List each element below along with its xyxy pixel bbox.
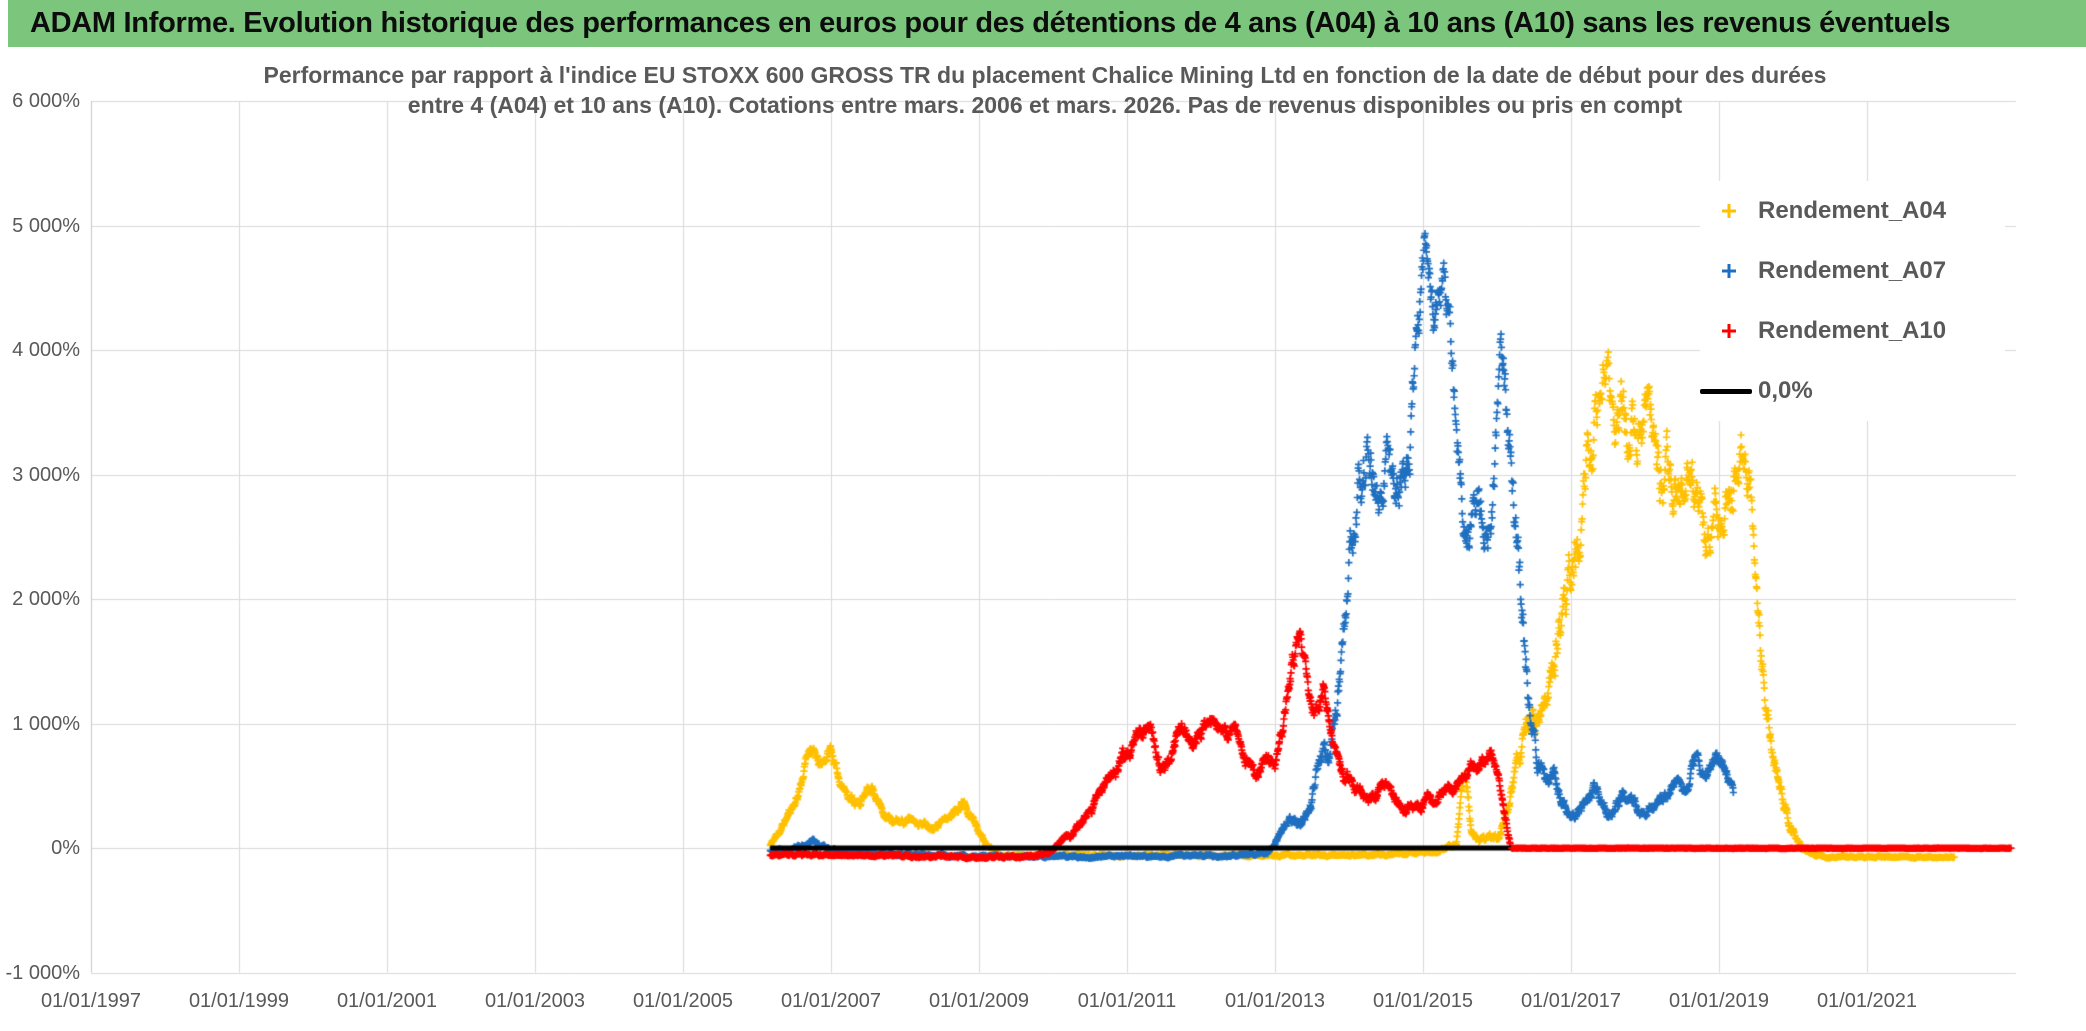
legend-item: Rendement_A10 bbox=[1700, 301, 2005, 361]
page-title: ADAM Informe. Evolution historique des p… bbox=[30, 7, 1951, 39]
legend-item: 0,0% bbox=[1700, 361, 2005, 421]
legend-label: 0,0% bbox=[1758, 377, 1813, 404]
legend-item: Rendement_A07 bbox=[1700, 241, 2005, 301]
legend-plus-marker-icon bbox=[1700, 322, 1758, 340]
chart-legend: Rendement_A04 Rendement_A07 Rendement_A10 0… bbox=[1700, 181, 2005, 421]
legend-line-marker-icon bbox=[1700, 388, 1758, 394]
legend-plus-marker-icon bbox=[1700, 262, 1758, 280]
header-bar: ADAM Informe. Evolution historique des p… bbox=[8, 0, 2086, 47]
legend-label: Rendement_A04 bbox=[1758, 197, 1947, 224]
legend-item: Rendement_A04 bbox=[1700, 181, 2005, 241]
legend-label: Rendement_A10 bbox=[1758, 317, 1947, 344]
legend-plus-marker-icon bbox=[1700, 202, 1758, 220]
legend-label: Rendement_A07 bbox=[1758, 257, 1947, 284]
